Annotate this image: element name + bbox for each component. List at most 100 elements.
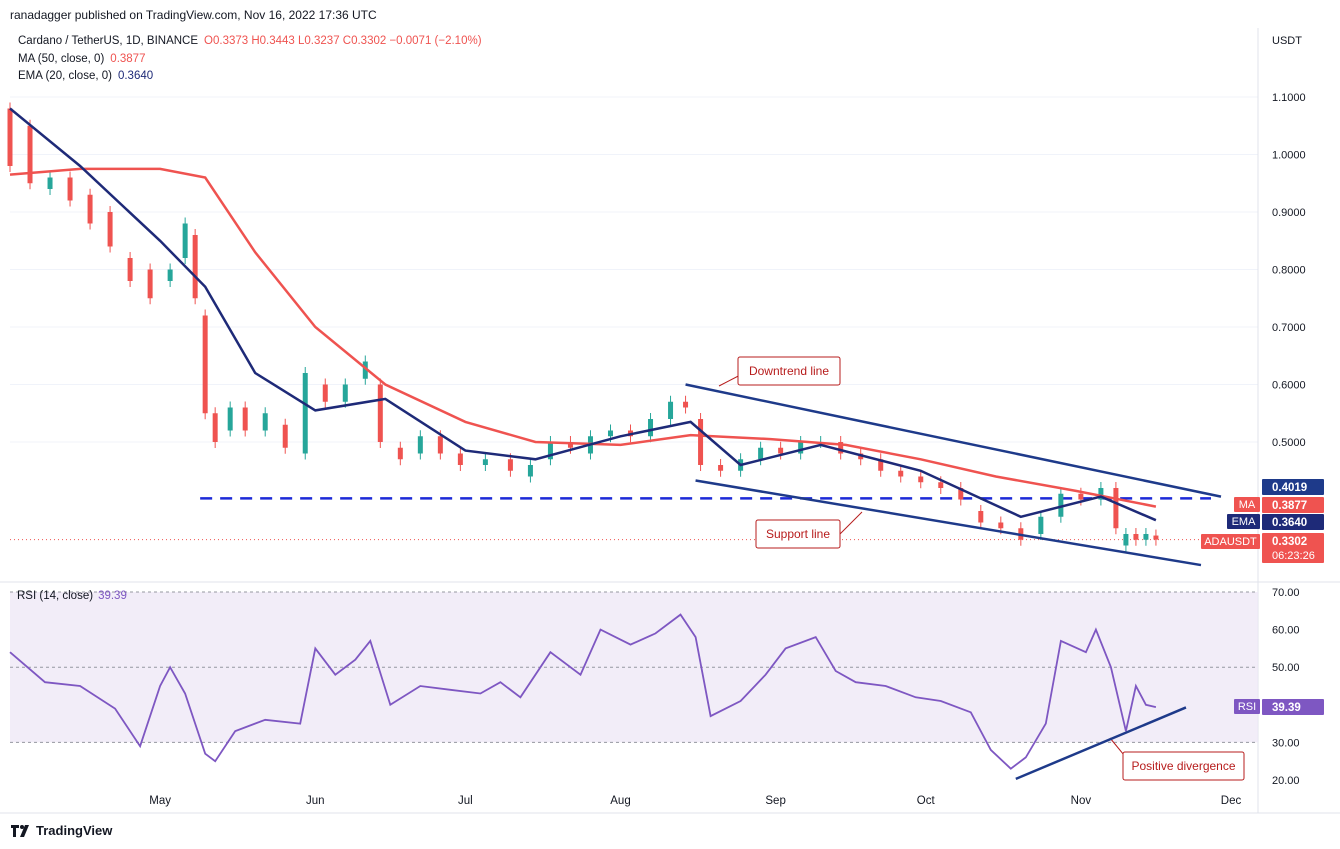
ma-badge-value: 0.3877 <box>1272 500 1307 512</box>
publisher-line: ranadagger published on TradingView.com,… <box>10 8 377 22</box>
candle <box>262 413 268 431</box>
time-tick-label: Oct <box>917 795 936 807</box>
time-tick-label: Jun <box>306 795 325 807</box>
tradingview-logo-icon <box>10 824 32 838</box>
candle <box>1038 516 1044 534</box>
price-tick-label: 0.8000 <box>1272 265 1306 277</box>
candle <box>1143 534 1149 540</box>
rsi-legend: RSI (14, close) 39.39 <box>17 590 127 602</box>
candle <box>167 269 173 281</box>
divergence-callout-box <box>1122 751 1245 781</box>
candle <box>668 401 674 419</box>
candle <box>1123 534 1129 546</box>
support-callout-label: Support line <box>766 527 830 541</box>
ma-value: 0.3877 <box>110 53 146 65</box>
positive-divergence-line <box>1015 706 1187 781</box>
candle <box>698 419 704 465</box>
candle <box>1058 493 1064 517</box>
ma-badge <box>1262 497 1324 513</box>
time-tick-label: Sep <box>765 795 785 807</box>
candle <box>7 108 13 166</box>
candle <box>547 442 553 460</box>
candle <box>1153 535 1159 540</box>
candle <box>1078 493 1084 500</box>
candle <box>648 419 654 437</box>
price-axis-unit: USDT <box>1272 35 1302 47</box>
rsi-tag <box>1234 699 1260 714</box>
candle <box>1098 488 1104 500</box>
candle <box>527 465 533 477</box>
rsi-tick-label: 30.00 <box>1272 737 1300 749</box>
divergence-callout-label: Positive divergence <box>1131 759 1235 773</box>
candle <box>938 482 944 488</box>
candle <box>998 522 1004 529</box>
rsi-badge-value: 39.39 <box>1272 702 1301 714</box>
candle <box>362 361 368 379</box>
ema-label[interactable]: EMA (20, close, 0) <box>18 70 112 82</box>
candle <box>202 315 208 414</box>
candle <box>778 447 784 454</box>
candle <box>798 442 804 454</box>
support-callout-pointer <box>839 511 863 535</box>
candle <box>47 177 53 189</box>
downtrend-callout-box <box>737 356 841 386</box>
price-tick-label: 1.0000 <box>1272 150 1306 162</box>
candle <box>457 453 463 465</box>
ma50-line <box>9 167 1157 508</box>
last-price-value: 0.3302 <box>1272 536 1307 548</box>
rsi-value: 39.39 <box>98 590 127 602</box>
last-price-badge <box>1262 533 1324 563</box>
price-tick-label: 1.1000 <box>1272 92 1306 104</box>
rsi-tag-label: RSI <box>1238 701 1256 713</box>
candle <box>607 430 613 437</box>
candle <box>192 235 198 299</box>
candle <box>242 407 248 431</box>
rsi-tick-label: 70.00 <box>1272 587 1300 599</box>
ma-label[interactable]: MA (50, close, 0) <box>18 53 105 65</box>
downtrend-line <box>685 383 1222 498</box>
price-tick-label: 0.5000 <box>1272 437 1306 449</box>
ema-badge-value: 0.3640 <box>1272 517 1307 529</box>
rsi-badge <box>1262 699 1324 715</box>
candle <box>127 258 133 281</box>
candle <box>437 436 443 454</box>
candle <box>87 194 93 224</box>
candle <box>683 401 689 408</box>
symbol-legend: Cardano / TetherUS, 1D, BINANCE O0.3373 H… <box>18 35 482 47</box>
ma-tag-label: MA <box>1239 499 1256 511</box>
rsi-tick-label: 60.00 <box>1272 625 1300 637</box>
ema-legend: EMA (20, close, 0) 0.3640 <box>18 70 153 82</box>
candle <box>482 459 488 465</box>
bar-countdown: 06:23:26 <box>1272 550 1315 562</box>
candle <box>918 476 924 483</box>
candle <box>212 413 218 442</box>
price-tick-label: 0.7000 <box>1272 322 1306 334</box>
candle <box>978 511 984 523</box>
candle <box>758 447 764 460</box>
downtrend-callout-label: Downtrend line <box>749 364 829 378</box>
time-tick-label: Jul <box>458 795 473 807</box>
price-tick-label: 0.6000 <box>1272 380 1306 392</box>
candle <box>507 459 513 471</box>
support-callout-box <box>755 519 841 549</box>
ma-legend: MA (50, close, 0) 0.3877 <box>18 53 145 65</box>
candle <box>302 373 308 454</box>
candle <box>107 212 113 247</box>
ema-badge <box>1262 514 1324 530</box>
price-tick-label: 0.9000 <box>1272 207 1306 219</box>
rsi-label[interactable]: RSI (14, close) <box>17 590 94 602</box>
candle <box>377 384 383 442</box>
symbol-label[interactable]: Cardano / TetherUS, 1D, BINANCE <box>18 35 199 47</box>
time-tick-label: May <box>149 795 171 807</box>
ema-tag <box>1227 514 1260 529</box>
candle <box>417 436 423 454</box>
candle <box>958 488 964 500</box>
time-tick-label: Dec <box>1221 795 1242 807</box>
ema-tag-label: EMA <box>1232 516 1257 528</box>
candle <box>567 442 573 448</box>
candle <box>718 465 724 471</box>
symbol-tag <box>1201 534 1260 549</box>
footer-brand[interactable]: TradingView <box>10 823 112 838</box>
level-badge <box>1262 479 1324 495</box>
